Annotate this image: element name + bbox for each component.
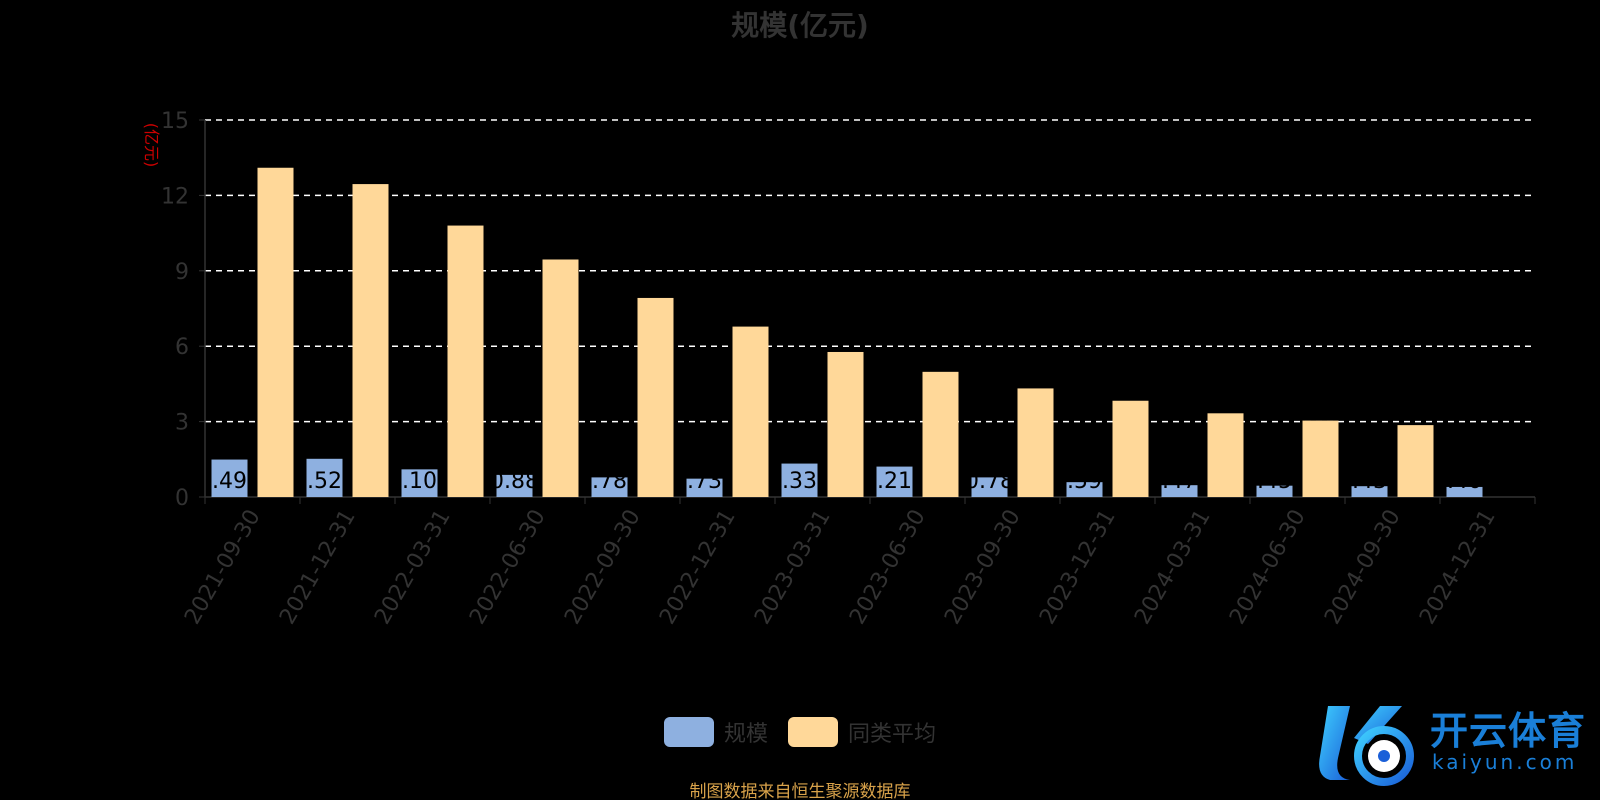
bar-scale[interactable] bbox=[1256, 485, 1293, 497]
y-tick-label: 15 bbox=[161, 109, 189, 134]
bar-scale[interactable] bbox=[306, 458, 343, 497]
y-tick-label: 12 bbox=[161, 184, 189, 209]
bar-scale[interactable] bbox=[1161, 485, 1198, 497]
y-tick-label: 3 bbox=[175, 411, 189, 436]
bar-peer-average[interactable] bbox=[1302, 420, 1339, 497]
bar-scale-label: .59 bbox=[1067, 469, 1102, 494]
legend-label-peer-average: 同类平均 bbox=[848, 722, 937, 747]
bar-scale-label: .47 bbox=[1162, 469, 1197, 494]
bar-scale-label: .49 bbox=[212, 469, 247, 494]
x-tick-label: 2022-12-31 bbox=[655, 506, 741, 629]
x-tick-label: 2024-03-31 bbox=[1130, 506, 1216, 629]
bar-scale[interactable] bbox=[496, 474, 533, 497]
bar-scale-label: .43 bbox=[1352, 469, 1387, 494]
bar-scale-label: .33 bbox=[782, 469, 817, 494]
x-tick-label: 2022-06-30 bbox=[465, 506, 551, 629]
bar-scale-label: 0.78 bbox=[965, 469, 1014, 494]
legend-item-peer-average[interactable]: 同类平均 bbox=[788, 716, 936, 748]
bar-peer-average[interactable] bbox=[1017, 388, 1054, 497]
legend-swatch-peer-average bbox=[788, 717, 838, 747]
bar-peer-average[interactable] bbox=[352, 184, 389, 497]
y-axis-label: (亿元) bbox=[142, 123, 161, 168]
bar-peer-average[interactable] bbox=[542, 259, 579, 497]
bar-scale[interactable] bbox=[211, 459, 248, 497]
watermark-domain: kaiyun.com bbox=[1432, 750, 1578, 774]
y-tick-label: 6 bbox=[175, 335, 189, 360]
bar-scale[interactable] bbox=[591, 477, 628, 497]
data-source-note: 制图数据来自恒生聚源数据库 bbox=[689, 782, 911, 800]
x-tick-label: 2022-09-30 bbox=[560, 506, 646, 629]
bar-peer-average[interactable] bbox=[1207, 413, 1244, 497]
x-tick-label: 2024-12-31 bbox=[1415, 506, 1501, 629]
watermark-logo: 开云体育 kaiyun.com bbox=[1310, 698, 1590, 794]
bar-peer-average[interactable] bbox=[1112, 400, 1149, 497]
x-tick-label: 2023-03-31 bbox=[750, 506, 836, 629]
x-tick-label: 2023-09-30 bbox=[940, 506, 1026, 629]
bar-scale[interactable] bbox=[876, 466, 913, 497]
data-labels: .49 .52 .10 0.88 .78 .73 .33 .21 0.78 .59 .47 .45 .4… bbox=[212, 469, 1482, 494]
bar-scale-label: 0.88 bbox=[490, 469, 539, 494]
legend-swatch-scale bbox=[663, 717, 714, 747]
bar-peer-average[interactable] bbox=[922, 371, 959, 497]
bar-peer-average[interactable] bbox=[637, 297, 674, 497]
bar-scale-label: .78 bbox=[592, 469, 627, 494]
bar-scale-label: .10 bbox=[402, 469, 437, 494]
bar-scale[interactable] bbox=[1446, 486, 1483, 497]
watermark-brand: 开云体育 bbox=[1430, 709, 1587, 753]
bar-scale[interactable] bbox=[401, 469, 438, 497]
bar-scale[interactable] bbox=[1351, 486, 1388, 497]
bar-scale[interactable] bbox=[781, 463, 818, 497]
x-tick-label: 2024-06-30 bbox=[1225, 506, 1311, 629]
bar-scale-label: .73 bbox=[687, 469, 722, 494]
bar-scale-label: .40 bbox=[1447, 469, 1482, 494]
bar-peer-average[interactable] bbox=[257, 167, 294, 497]
x-tick-label: 2021-12-31 bbox=[275, 506, 361, 629]
y-tick-label: 9 bbox=[175, 260, 189, 285]
bars bbox=[211, 167, 1483, 497]
bar-scale-label: .21 bbox=[877, 469, 912, 494]
bar-peer-average[interactable] bbox=[1397, 425, 1434, 497]
bar-scale[interactable] bbox=[971, 477, 1008, 497]
bar-scale-label: .52 bbox=[307, 469, 342, 494]
x-tick-label: 2024-09-30 bbox=[1320, 506, 1406, 629]
kaiyun-logo-icon bbox=[1319, 706, 1414, 786]
legend-label-scale: 规模 bbox=[723, 722, 768, 747]
chart-title: 规模(亿元) bbox=[731, 9, 869, 42]
x-tick-label: 2022-03-31 bbox=[370, 506, 456, 629]
legend-item-scale[interactable]: 规模 bbox=[663, 716, 768, 748]
bar-scale[interactable] bbox=[1066, 482, 1103, 497]
bar-scale[interactable] bbox=[686, 478, 723, 497]
chart-legend: 规模 同类平均 bbox=[0, 716, 1600, 748]
y-tick-label: 0 bbox=[175, 486, 189, 511]
x-tick-label: 2023-06-30 bbox=[845, 506, 931, 629]
x-tick-label: 2023-12-31 bbox=[1035, 506, 1121, 629]
bar-peer-average[interactable] bbox=[732, 326, 769, 497]
bar-peer-average[interactable] bbox=[447, 225, 484, 497]
bar-peer-average[interactable] bbox=[827, 351, 864, 497]
bar-scale-label: .45 bbox=[1257, 469, 1292, 494]
x-tick-label: 2021-09-30 bbox=[180, 506, 266, 629]
grid-lines bbox=[205, 119, 1535, 423]
